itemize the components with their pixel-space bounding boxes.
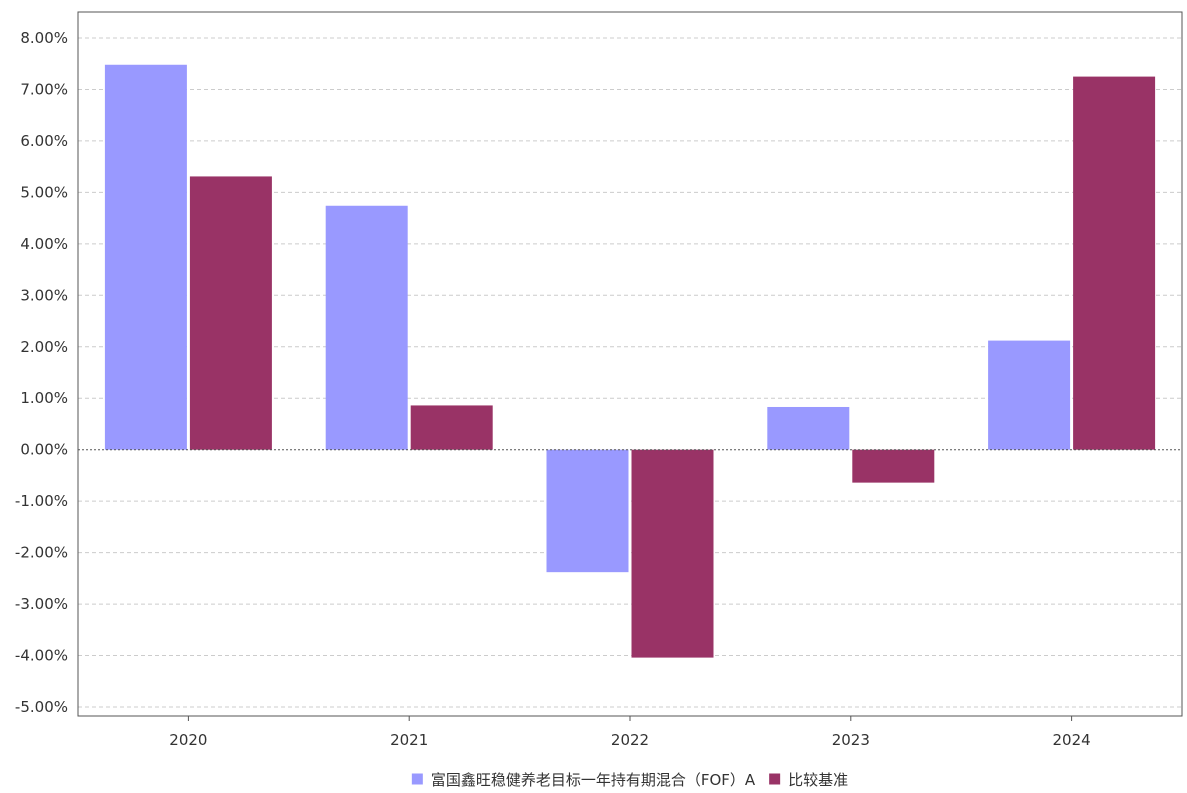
y-tick-label: -5.00% [15, 698, 68, 716]
bar [325, 205, 408, 450]
y-tick-label: 2.00% [20, 338, 68, 356]
y-tick-label: 6.00% [20, 132, 68, 150]
x-tick-label: 2022 [611, 731, 649, 749]
legend-swatch [411, 773, 423, 785]
bar [767, 406, 850, 450]
x-tick-label: 2021 [390, 731, 428, 749]
y-tick-label: 4.00% [20, 235, 68, 253]
x-axis: 2020 2021 2022 2023 2024 [169, 716, 1091, 749]
bar [631, 449, 714, 658]
legend-swatch [769, 773, 781, 785]
y-axis: 8.00% 7.00% 6.00% 5.00% 4.00% 3.00% 2.00% 1.00%… [15, 29, 68, 716]
legend: 富国鑫旺稳健养老目标一年持有期混合（FOF）A 比较基准 [411, 771, 848, 789]
y-tick-label: -2.00% [15, 544, 68, 562]
y-tick-label: 5.00% [20, 183, 68, 201]
x-tick-label: 2024 [1053, 731, 1091, 749]
plot-frame [77, 11, 1183, 717]
bar [1073, 76, 1156, 450]
legend-label: 富国鑫旺稳健养老目标一年持有期混合（FOF）A [431, 771, 756, 789]
bar [852, 449, 935, 483]
bar [104, 64, 187, 450]
y-tick-label: -3.00% [15, 595, 68, 613]
bar [189, 176, 272, 450]
bar [988, 340, 1071, 450]
y-tick-label: 0.00% [20, 441, 68, 459]
bar [546, 449, 629, 573]
y-tick-label: 1.00% [20, 389, 68, 407]
legend-label: 比较基准 [788, 771, 848, 789]
y-tick-label: 8.00% [20, 29, 68, 47]
y-tick-label: 7.00% [20, 80, 68, 98]
y-tick-label: -4.00% [15, 647, 68, 665]
y-tick-label: 3.00% [20, 286, 68, 304]
bar [410, 405, 493, 450]
x-tick-label: 2023 [832, 731, 870, 749]
y-tick-label: -1.00% [15, 492, 68, 510]
bars [104, 64, 1156, 658]
x-tick-label: 2020 [169, 731, 207, 749]
